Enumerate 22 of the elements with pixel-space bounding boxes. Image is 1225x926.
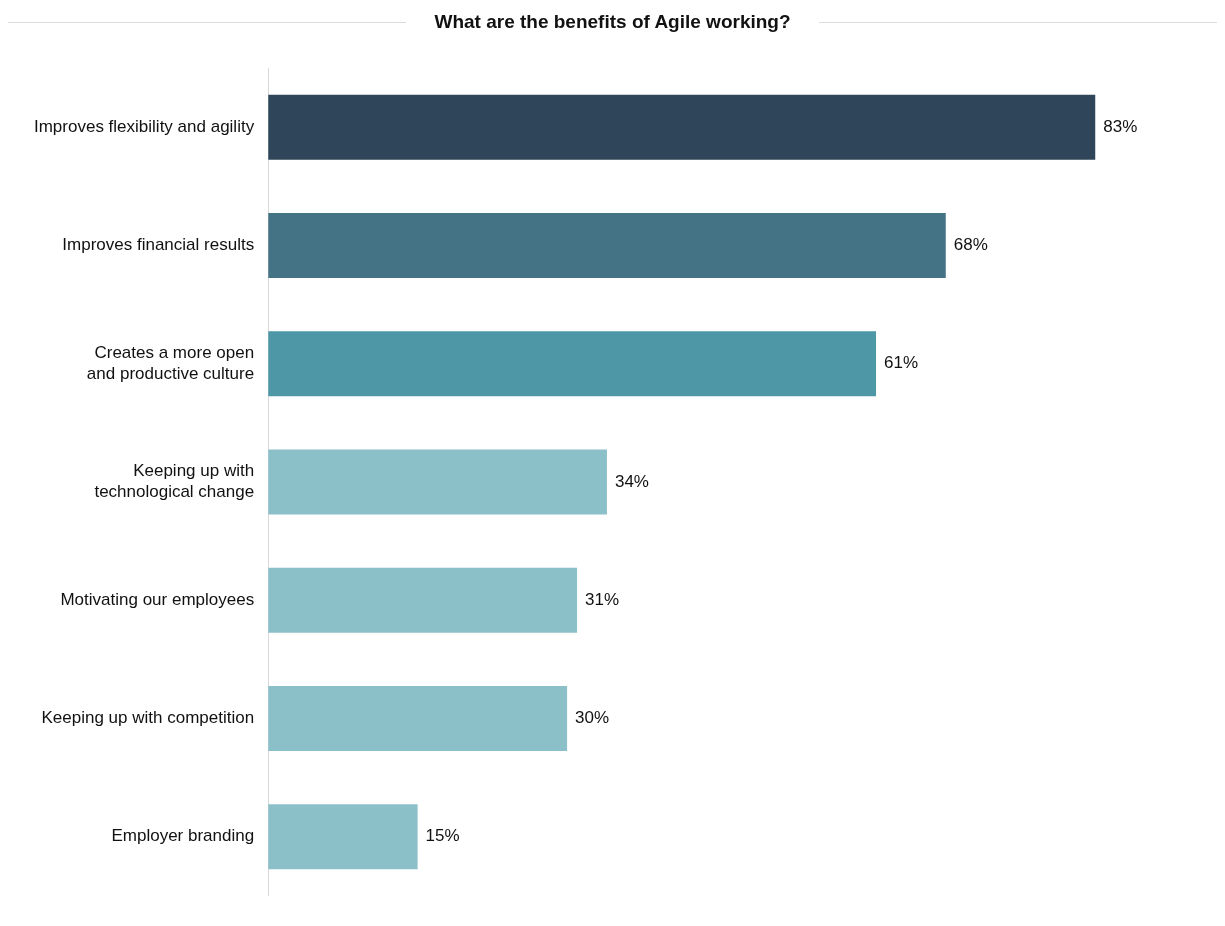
y-tick-label: Keeping up with technological change [94,461,255,501]
data-label: 83% [1103,117,1138,136]
bar [268,804,418,870]
data-label: 61% [884,353,919,373]
bar [268,567,578,633]
y-tick-label: Improves flexibility and agility [33,117,255,136]
bar [268,685,568,751]
chart-title: What are the benefits of Agile working? [433,11,792,33]
data-label: 34% [614,471,649,491]
data-label: 15% [425,826,460,846]
y-tick-label: Motivating our employees [60,589,255,609]
bar [268,449,607,515]
y-tick-label: Employer branding [111,826,255,846]
bar [268,331,877,397]
y-tick-label: Improves financial results [62,235,255,255]
bar [268,213,946,279]
y-tick-label: Keeping up with competition [41,708,255,728]
y-tick-label: Creates a more open and productive culture [86,343,255,383]
data-label: 68% [953,235,988,255]
data-label: 30% [575,708,610,728]
bar [268,94,1096,160]
data-label: 31% [585,589,620,609]
